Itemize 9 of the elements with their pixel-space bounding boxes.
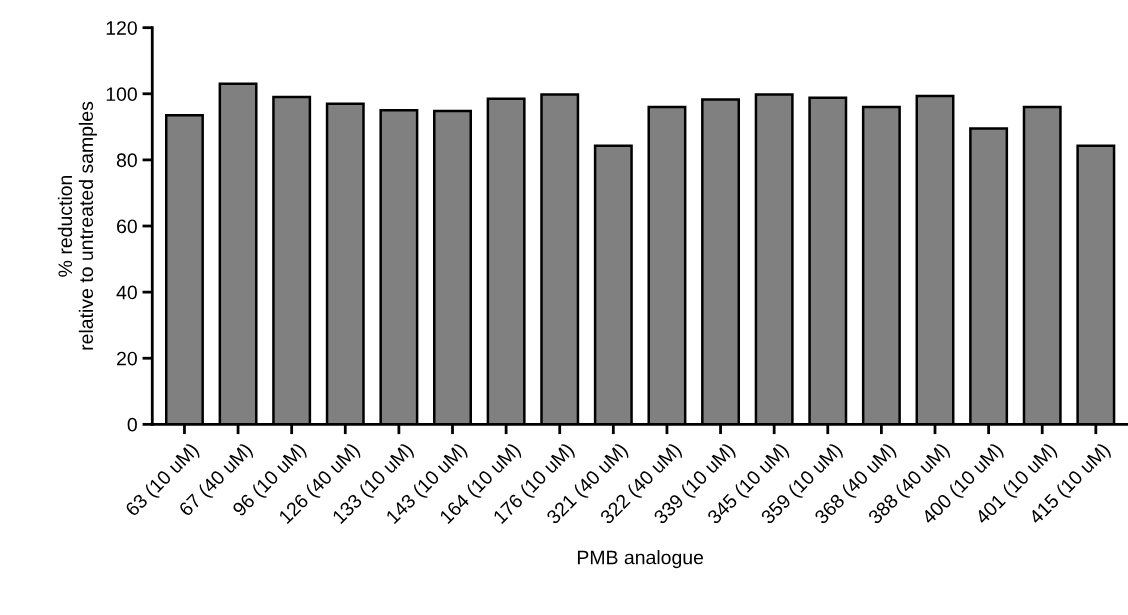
- y-tick-label: 20: [117, 351, 137, 366]
- y-tick-label: 80: [116, 153, 137, 168]
- y-tick-label: 120: [106, 21, 137, 35]
- y-tick-label: 100: [106, 87, 137, 102]
- y-tick-label: 0: [127, 417, 137, 432]
- x-axis-title: PMB analogue: [577, 550, 704, 569]
- y-tick-label: 40: [116, 285, 137, 300]
- y-tick-label: 60: [117, 219, 137, 234]
- y-axis-title: % reduction relative to untreated samples: [57, 101, 97, 350]
